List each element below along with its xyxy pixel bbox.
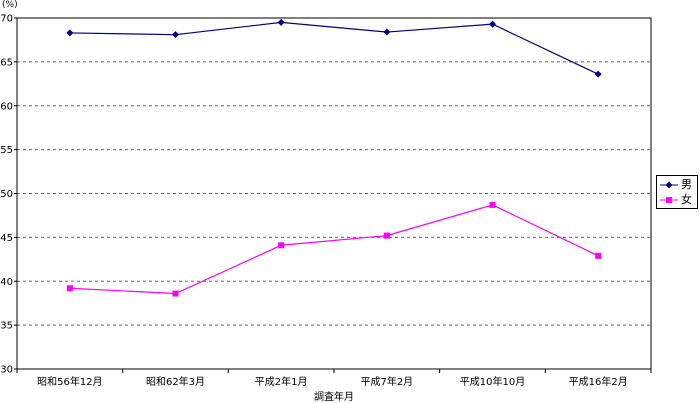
legend-marker-male	[660, 181, 678, 189]
y-tick-label: 70	[0, 14, 13, 25]
y-tick-label: 40	[0, 277, 13, 288]
x-tick-label: 平成2年1月	[255, 375, 308, 388]
data-point	[489, 20, 496, 28]
data-point	[489, 201, 496, 208]
legend-marker-female	[660, 197, 678, 203]
y-tick-label: 55	[0, 145, 13, 156]
y-axis-label: (%)	[2, 0, 18, 10]
y-tick-label: 30	[0, 365, 13, 376]
data-point	[383, 28, 391, 36]
data-point	[172, 290, 179, 297]
legend: 男 女	[656, 175, 698, 209]
x-tick-label: 平成10年10月	[460, 375, 525, 388]
gridlines	[17, 61, 651, 326]
legend-label-male: 男	[681, 178, 692, 191]
x-tick-label: 平成7年2月	[360, 375, 413, 388]
plot-area	[16, 17, 652, 370]
y-tick-label: 50	[0, 189, 13, 200]
x-tick-label: 昭和62年3月	[146, 375, 205, 388]
y-tick-label: 35	[0, 321, 13, 332]
legend-item-male: 男	[659, 178, 697, 192]
y-tick-label: 60	[0, 101, 13, 112]
x-axis-title: 調査年月	[314, 392, 354, 403]
y-axis: 30 35 40 45 50 55 60 65 70	[0, 14, 17, 376]
data-point	[66, 285, 73, 292]
x-tick-label: 昭和56年12月	[37, 375, 102, 388]
y-tick-label: 65	[0, 57, 13, 68]
y-tick-label: 45	[0, 233, 13, 244]
data-point	[594, 70, 602, 78]
legend-label-female: 女	[681, 193, 692, 206]
legend-item-female: 女	[659, 193, 697, 207]
x-tick-label: 平成16年2月	[569, 375, 628, 388]
data-point	[277, 18, 285, 26]
series-line-1	[69, 204, 599, 295]
data-point	[278, 242, 285, 249]
data-point	[172, 31, 179, 39]
data-point	[595, 252, 602, 259]
data-point	[66, 29, 74, 37]
data-point	[383, 232, 390, 239]
series-group	[66, 18, 602, 297]
x-axis: 昭和56年12月 昭和62年3月 平成2年1月 平成7年2月 平成10年10月 平成16年…	[16, 369, 652, 388]
series-line-0	[69, 21, 599, 75]
